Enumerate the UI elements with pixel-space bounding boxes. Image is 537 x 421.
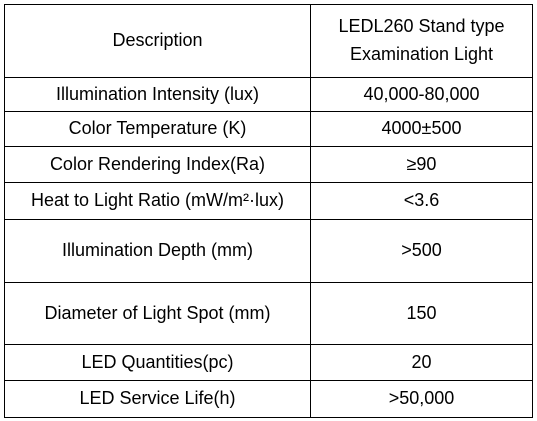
header-line: Examination Light xyxy=(349,44,494,64)
table-row: Heat to Light Ratio (mW/m²·lux) <3.6 xyxy=(4,182,533,220)
value-cell: 40,000-80,000 xyxy=(310,77,533,112)
value-cell: 4000±500 xyxy=(310,111,533,147)
table-row: Illumination Intensity (lux) 40,000-80,00… xyxy=(4,77,533,112)
value-cell: 20 xyxy=(310,344,533,381)
table-body: Description LEDL260 Stand type Examinati… xyxy=(4,4,533,418)
parameter-cell: Color Temperature (K) xyxy=(4,111,311,147)
table-row: Color Temperature (K) 4000±500 xyxy=(4,111,533,147)
spec-table: Description LEDL260 Stand type Examinati… xyxy=(4,4,533,418)
parameter-cell: LED Quantities(pc) xyxy=(4,344,311,381)
parameter-cell: Diameter of Light Spot (mm) xyxy=(4,282,311,345)
value-cell: ≥90 xyxy=(310,146,533,183)
value-cell: <3.6 xyxy=(310,182,533,220)
parameter-cell: Illumination Depth (mm) xyxy=(4,219,311,283)
header-row: Description LEDL260 Stand type Examinati… xyxy=(4,4,533,78)
parameter-cell: Color Rendering Index(Ra) xyxy=(4,146,311,183)
value-cell: >50,000 xyxy=(310,380,533,418)
parameter-cell: LED Service Life(h) xyxy=(4,380,311,418)
table-row: Illumination Depth (mm) >500 xyxy=(4,219,533,283)
header-line: LEDL260 Stand type xyxy=(338,16,505,37)
table-row: LED Service Life(h) >50,000 xyxy=(4,380,533,418)
table-row: Diameter of Light Spot (mm) 150 xyxy=(4,282,533,345)
parameter-cell: Heat to Light Ratio (mW/m²·lux) xyxy=(4,182,311,220)
value-cell: >500 xyxy=(310,219,533,283)
header-cell: LEDL260 Stand type Examination Light xyxy=(310,4,533,78)
header-cell: Description xyxy=(4,4,311,78)
parameter-cell: Illumination Intensity (lux) xyxy=(4,77,311,112)
value-cell: 150 xyxy=(310,282,533,345)
table-row: LED Quantities(pc) 20 xyxy=(4,344,533,381)
table-row: Color Rendering Index(Ra) ≥90 xyxy=(4,146,533,183)
